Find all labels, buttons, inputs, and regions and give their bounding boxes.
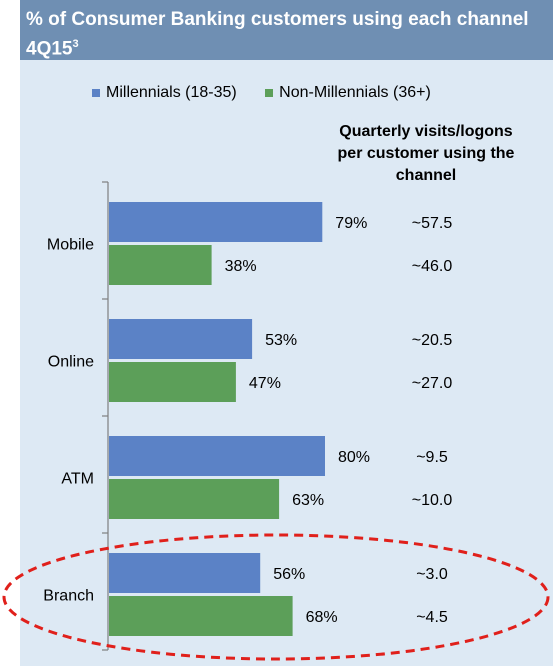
bar-online-non-millennials xyxy=(109,362,236,402)
category-label-mobile: Mobile xyxy=(47,237,94,254)
data-label-branch-millennials: 56% xyxy=(273,566,305,583)
bar-branch-millennials xyxy=(109,553,261,593)
bar-mobile-non-millennials xyxy=(109,245,212,285)
legend-label-non-millennials: Non-Millennials (36+) xyxy=(279,84,431,101)
category-label-online: Online xyxy=(48,354,94,371)
visits-value-branch-millennials: ~3.0 xyxy=(416,566,448,583)
visits-value-atm-millennials: ~9.5 xyxy=(416,449,448,466)
category-label-atm: ATM xyxy=(61,471,94,488)
visits-value-online-non-millennials: ~27.0 xyxy=(412,375,453,392)
highlight-ellipse-branch xyxy=(2,533,550,661)
chart-title: % of Consumer Banking customers using ea… xyxy=(26,9,529,60)
data-label-mobile-millennials: 79% xyxy=(335,215,367,232)
bar-atm-millennials xyxy=(109,436,325,476)
visits-value-atm-non-millennials: ~10.0 xyxy=(412,492,453,509)
title-footnote: 3 xyxy=(72,38,79,50)
data-label-online-millennials: 53% xyxy=(265,332,297,349)
legend-swatch-non-millennials xyxy=(265,88,274,97)
data-label-atm-millennials: 80% xyxy=(338,449,370,466)
bar-online-millennials xyxy=(109,319,253,359)
category-label-branch: Branch xyxy=(43,588,94,605)
data-label-branch-non-millennials: 68% xyxy=(306,609,338,626)
data-label-atm-non-millennials: 63% xyxy=(292,492,324,509)
bar-branch-non-millennials xyxy=(109,596,293,636)
legend-item-millennials: Millennials (18-35) xyxy=(92,84,237,102)
visits-value-mobile-non-millennials: ~46.0 xyxy=(412,258,453,275)
data-label-mobile-non-millennials: 38% xyxy=(225,258,257,275)
legend-item-non-millennials: Non-Millennials (36+) xyxy=(265,84,431,102)
visits-column-header: Quarterly visits/logons per customer usi… xyxy=(337,123,515,184)
legend-swatch-millennials xyxy=(92,88,100,97)
bar-mobile-millennials xyxy=(109,202,323,242)
legend: Millennials (18-35) Non-Millennials (36+… xyxy=(92,84,455,102)
visits-value-branch-non-millennials: ~4.5 xyxy=(416,609,448,626)
data-label-online-non-millennials: 47% xyxy=(249,375,281,392)
visits-value-mobile-millennials: ~57.5 xyxy=(412,215,453,232)
chart-panel xyxy=(20,60,553,666)
chart-header: % of Consumer Banking customers using ea… xyxy=(20,0,553,60)
legend-label-millennials: Millennials (18-35) xyxy=(106,84,237,101)
visits-value-online-millennials: ~20.5 xyxy=(412,332,453,349)
bar-atm-non-millennials xyxy=(109,479,280,519)
